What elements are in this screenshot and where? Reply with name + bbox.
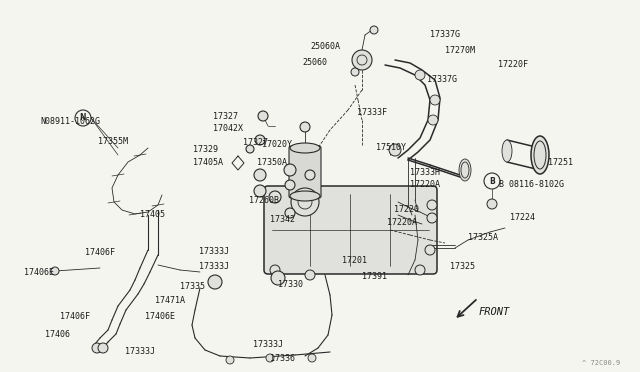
Circle shape — [305, 170, 315, 180]
Circle shape — [298, 195, 312, 209]
Circle shape — [266, 354, 274, 362]
Text: FRONT: FRONT — [479, 307, 510, 317]
Text: 25060: 25060 — [302, 58, 327, 67]
Circle shape — [428, 115, 438, 125]
Circle shape — [285, 180, 295, 190]
Text: 17337G: 17337G — [427, 75, 457, 84]
Text: 17391: 17391 — [362, 272, 387, 281]
Ellipse shape — [461, 162, 469, 178]
Text: 17405: 17405 — [140, 210, 165, 219]
Text: 17201: 17201 — [342, 256, 367, 265]
Text: 17220A: 17220A — [387, 218, 417, 227]
Text: N: N — [80, 113, 86, 122]
Ellipse shape — [459, 159, 471, 181]
Text: 17333J: 17333J — [199, 262, 229, 271]
Circle shape — [415, 265, 425, 275]
Text: 17405A: 17405A — [193, 158, 223, 167]
Circle shape — [291, 188, 319, 216]
Circle shape — [98, 343, 108, 353]
Circle shape — [427, 200, 437, 210]
Text: 17406: 17406 — [45, 330, 70, 339]
Ellipse shape — [531, 136, 549, 174]
Circle shape — [208, 275, 222, 289]
FancyBboxPatch shape — [264, 186, 437, 274]
Text: 17327: 17327 — [213, 112, 238, 121]
Ellipse shape — [290, 191, 320, 201]
Text: 17406E: 17406E — [145, 312, 175, 321]
Circle shape — [427, 213, 437, 223]
Text: 17329: 17329 — [193, 145, 218, 154]
Circle shape — [430, 95, 440, 105]
Circle shape — [75, 110, 91, 126]
Text: 17042X: 17042X — [213, 124, 243, 133]
Text: B 08116-8102G: B 08116-8102G — [499, 180, 564, 189]
Ellipse shape — [534, 141, 546, 169]
Text: 17325A: 17325A — [468, 233, 498, 242]
Circle shape — [357, 55, 367, 65]
Circle shape — [425, 245, 435, 255]
Text: 17251: 17251 — [548, 158, 573, 167]
Text: 17260B: 17260B — [249, 196, 279, 205]
Circle shape — [308, 354, 316, 362]
Text: 17510Y: 17510Y — [376, 143, 406, 152]
Circle shape — [271, 271, 285, 285]
Circle shape — [258, 111, 268, 121]
Circle shape — [352, 50, 372, 70]
Circle shape — [51, 267, 59, 275]
Circle shape — [246, 145, 254, 153]
Text: 17342: 17342 — [270, 215, 295, 224]
Ellipse shape — [290, 143, 320, 153]
FancyBboxPatch shape — [289, 146, 321, 198]
Text: 17333J: 17333J — [125, 347, 155, 356]
Circle shape — [351, 68, 359, 76]
Text: 17350A: 17350A — [257, 158, 287, 167]
Circle shape — [270, 265, 280, 275]
Ellipse shape — [502, 140, 512, 162]
Text: 17471A: 17471A — [155, 296, 185, 305]
Text: 17020Y: 17020Y — [262, 140, 292, 149]
Text: 17406E: 17406E — [24, 268, 54, 277]
Text: 17333J: 17333J — [253, 340, 283, 349]
Text: 17406F: 17406F — [85, 248, 115, 257]
Text: 17355M: 17355M — [98, 137, 128, 146]
Text: 17224: 17224 — [510, 213, 535, 222]
Circle shape — [389, 144, 401, 156]
Text: 17330: 17330 — [278, 280, 303, 289]
Circle shape — [305, 270, 315, 280]
Text: 17337G: 17337G — [430, 30, 460, 39]
Text: 17327: 17327 — [243, 138, 268, 147]
Text: 25060A: 25060A — [310, 42, 340, 51]
Circle shape — [269, 191, 281, 203]
Circle shape — [284, 164, 296, 176]
Text: 17325: 17325 — [450, 262, 475, 271]
Circle shape — [254, 169, 266, 181]
Text: 17333H: 17333H — [410, 168, 440, 177]
Circle shape — [484, 173, 500, 189]
Circle shape — [487, 199, 497, 209]
Text: B: B — [489, 176, 495, 186]
Circle shape — [370, 26, 378, 34]
Text: 17336: 17336 — [270, 354, 295, 363]
Circle shape — [226, 356, 234, 364]
Circle shape — [415, 70, 425, 80]
Circle shape — [285, 208, 295, 218]
Text: 17270M: 17270M — [445, 46, 475, 55]
Text: 17335: 17335 — [180, 282, 205, 291]
Text: 17220: 17220 — [394, 205, 419, 214]
Text: 17220A: 17220A — [410, 180, 440, 189]
Text: ^ 72C00.9: ^ 72C00.9 — [582, 360, 620, 366]
Circle shape — [254, 185, 266, 197]
Circle shape — [92, 343, 102, 353]
Text: 17333F: 17333F — [357, 108, 387, 117]
Text: N08911-1062G: N08911-1062G — [40, 117, 100, 126]
Circle shape — [255, 135, 265, 145]
Text: 17406F: 17406F — [60, 312, 90, 321]
Text: 17333J: 17333J — [199, 247, 229, 256]
Text: 17220F: 17220F — [498, 60, 528, 69]
Circle shape — [300, 122, 310, 132]
